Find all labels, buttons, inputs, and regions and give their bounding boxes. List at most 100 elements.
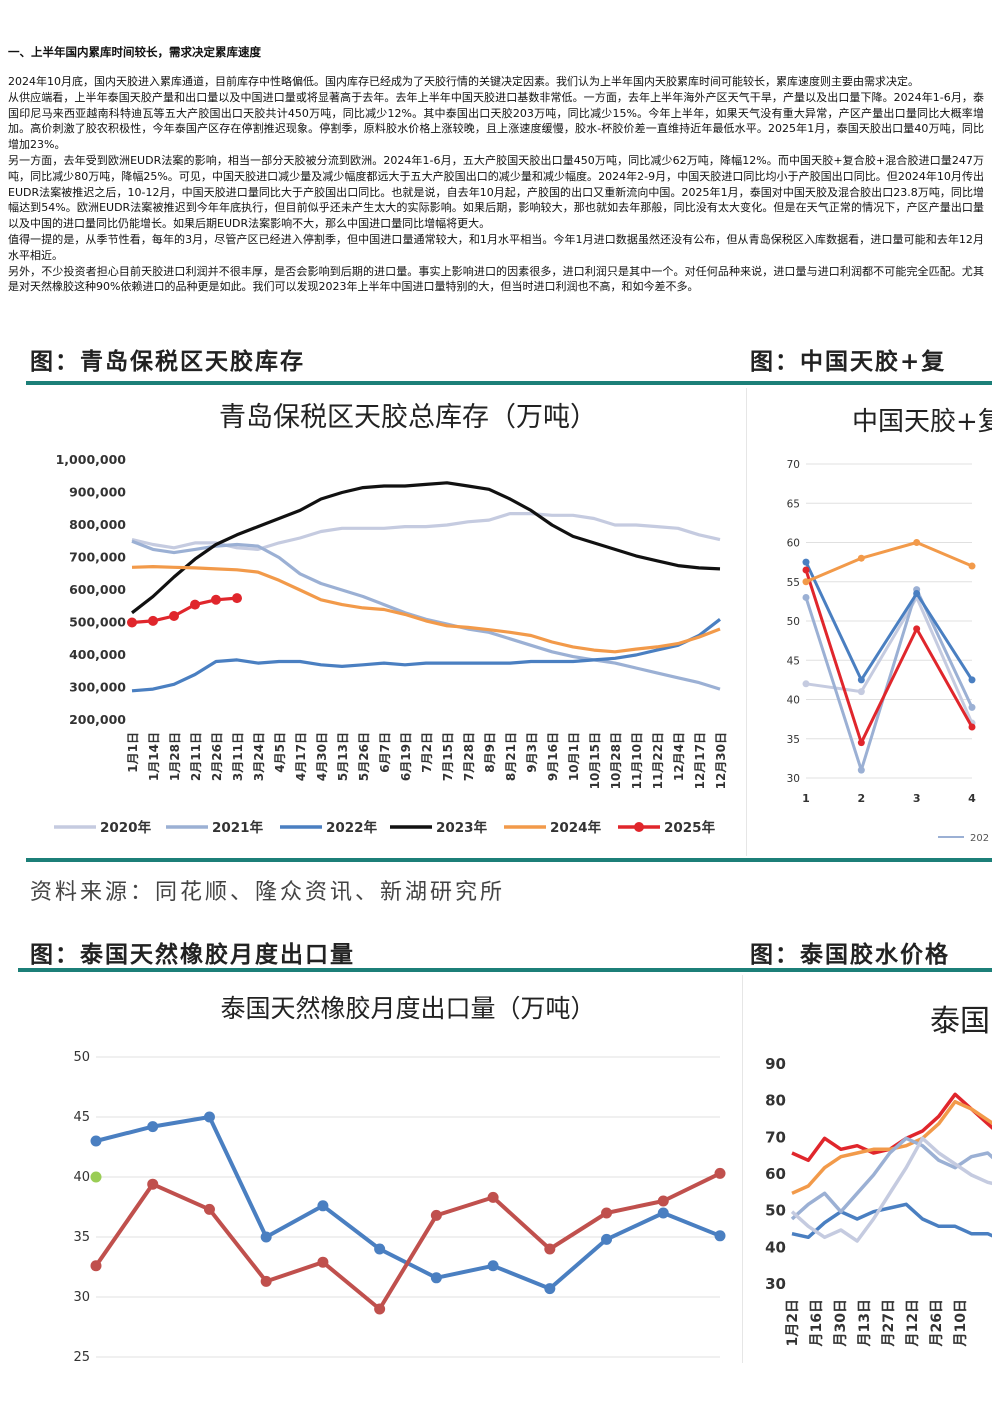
y-tick-label: 800,000: [69, 517, 126, 532]
x-tick-label: 8月21日: [504, 732, 518, 781]
data-point: [968, 676, 976, 684]
x-tick-label: 1: [802, 792, 810, 805]
series-line: [791, 1202, 992, 1240]
y-tick-label: 45: [73, 1110, 90, 1125]
x-tick-label: 1月28日: [168, 732, 182, 781]
x-tick-label: 4: [968, 792, 976, 805]
y-tick-label: 50: [765, 1202, 786, 1220]
data-point: [232, 593, 242, 604]
data-point: [802, 566, 810, 574]
series-line: [131, 539, 721, 691]
x-tick-label: 10月1日: [567, 732, 581, 781]
y-tick-label: 30: [787, 773, 800, 785]
data-point: [148, 615, 158, 626]
legend-label: 2023年: [436, 819, 488, 836]
x-tick-label: 月30日: [833, 1299, 849, 1347]
x-tick-label: 7月2日: [420, 732, 434, 773]
y-tick-label: 60: [787, 538, 800, 550]
y-tick-label: 600,000: [69, 582, 126, 597]
data-point: [802, 680, 810, 688]
y-tick-label: 35: [73, 1230, 90, 1245]
x-tick-label: 4月5日: [273, 732, 287, 773]
chart-title: 泰国: [930, 1004, 990, 1039]
section-heading: 一、上半年国内累库时间较长，需求决定累库速度: [8, 45, 261, 59]
paragraph-5: 另外，不少投资者担心目前天胶进口利润并不很丰厚，是否会影响到后期的进口量。事实上…: [8, 264, 984, 294]
figure-caption-thai-export: 图：泰国天然橡胶月度出口量: [30, 941, 355, 968]
series-line: [131, 481, 721, 615]
x-tick-label: 7月15日: [441, 732, 455, 781]
data-point: [857, 739, 865, 747]
legend-label: 2020年: [100, 819, 152, 836]
data-point: [857, 676, 865, 684]
data-point: [374, 1243, 386, 1255]
x-tick-label: 11月22日: [651, 732, 665, 789]
legend-marker: [634, 822, 644, 832]
x-tick-label: 6月19日: [399, 732, 413, 781]
x-tick-label: 9月3日: [525, 732, 539, 773]
series-line: [804, 588, 974, 772]
y-tick-label: 45: [787, 655, 800, 667]
data-point: [203, 1111, 215, 1123]
x-tick-label: 10月15日: [588, 732, 602, 789]
paragraph-3: 另一方面，去年受到欧洲EUDR法案的影响，相当一部分天胶被分流到欧洲。2024年…: [8, 153, 984, 231]
x-tick-label: 月27日: [881, 1299, 897, 1347]
data-point: [913, 625, 921, 633]
chart-thai-latex: 泰国 90 80 70 60 50 40 30 1月2日 月16日 月30日 月13日 月27日 月12日…: [742, 975, 992, 1363]
panel-border: [746, 388, 747, 856]
series-line: [791, 1099, 992, 1195]
data-point: [802, 578, 810, 586]
x-tick-label: 4月17日: [294, 732, 308, 781]
y-tick-label: 300,000: [69, 680, 126, 695]
data-point: [714, 1230, 726, 1242]
data-point: [913, 539, 921, 546]
y-tick-label: 80: [765, 1092, 786, 1110]
y-tick-label: 30: [73, 1290, 90, 1305]
x-tick-label: 3月11日: [231, 732, 245, 781]
x-tick-label: 月13日: [857, 1299, 873, 1347]
y-tick-label: 1,000,000: [56, 452, 127, 467]
series-line: [131, 565, 721, 654]
y-tick-label: 30: [765, 1275, 786, 1293]
data-point: [544, 1283, 556, 1295]
x-tick-label: 5月26日: [357, 732, 371, 781]
data-point: [203, 1203, 215, 1215]
y-tick-label: 200,000: [69, 712, 126, 727]
x-tick-label: 4月30日: [315, 732, 329, 781]
series-line: [790, 1136, 992, 1221]
x-tick-label: 2月26日: [210, 732, 224, 781]
series-line: [131, 618, 721, 693]
data-point: [857, 554, 865, 562]
figure-rule-2: [18, 968, 992, 972]
data-point: [968, 703, 976, 711]
legend-label: 2025年: [664, 819, 716, 836]
x-tick-label: 3月24日: [252, 732, 266, 781]
series-line: [94, 1171, 721, 1311]
data-point: [487, 1191, 499, 1203]
paragraph-1: 2024年10月底，国内天胶进入累库通道，目前库存中性略偏低。国内库存已经成为了…: [8, 75, 919, 88]
y-tick-label: 65: [787, 498, 800, 510]
data-point: [601, 1207, 613, 1219]
x-tick-label: 11月10日: [630, 732, 644, 789]
data-point: [260, 1231, 272, 1243]
data-point: [714, 1167, 726, 1179]
paragraph-2: 从供应端看，上半年泰国天胶产量和出口量以及中国进口量或将显著高于去年。去年上半年…: [8, 90, 984, 152]
chart-thai-export: 泰国天然橡胶月度出口量（万吨） 50 45 40 35 30 25: [73, 994, 726, 1365]
x-tick-label: 12月4日: [672, 732, 686, 781]
y-tick-label: 55: [787, 577, 800, 589]
x-tick-label: 3: [913, 792, 921, 805]
y-tick-label: 50: [73, 1050, 90, 1065]
data-point: [968, 723, 976, 731]
data-point: [147, 1121, 159, 1133]
x-tick-label: 月10日: [953, 1299, 969, 1347]
data-point: [211, 594, 221, 605]
x-tick-label: 10月28日: [609, 732, 623, 789]
x-tick-label: 月16日: [809, 1299, 825, 1347]
data-point: [147, 1178, 159, 1190]
data-point: [968, 562, 976, 570]
x-tick-label: 2: [858, 792, 866, 805]
chart-china-import-panel: 中国天胶+复 70 65 60 55 50 45 40 35 30 1 2 3 4 202: [746, 388, 992, 856]
figure-caption-qingdao: 图：青岛保税区天胶库存: [30, 348, 305, 375]
article-section: 一、上半年国内累库时间较长，需求决定累库速度 2024年10月底，国内天胶进入累…: [8, 44, 984, 295]
series-line: [804, 561, 974, 682]
figure-caption-thai-latex: 图：泰国胶水价格: [750, 941, 950, 968]
